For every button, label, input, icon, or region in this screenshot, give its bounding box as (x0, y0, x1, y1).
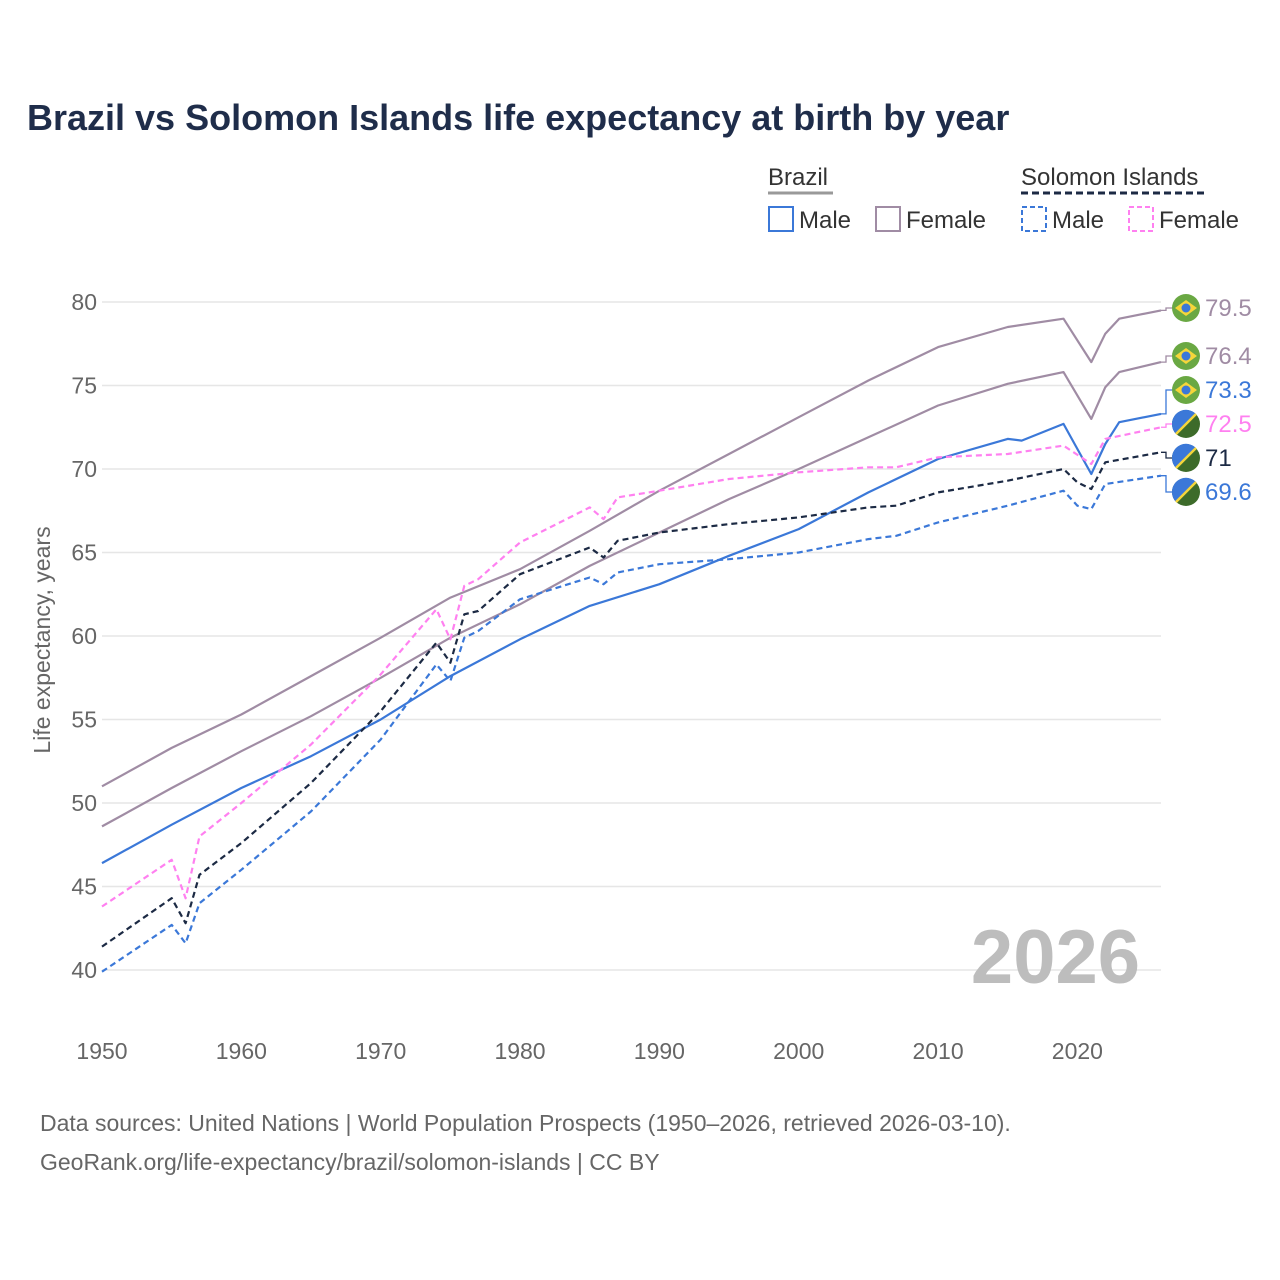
legend-swatch-solomon-female (1128, 206, 1154, 232)
y-axis-label: Life expectancy, years (29, 526, 55, 753)
legend-brazil-male[interactable]: Male (799, 207, 851, 234)
y-tick-label: 45 (71, 874, 97, 900)
end-value-label: 73.3 (1205, 377, 1252, 404)
x-tick-label: 2010 (912, 1038, 963, 1064)
x-tick-label: 1950 (76, 1038, 127, 1064)
solomon-flag-icon (1171, 477, 1200, 506)
brazil-flag-icon (1172, 294, 1200, 322)
end-value-label: 72.5 (1205, 411, 1252, 438)
footer-link[interactable]: GeoRank.org/life-expectancy/brazil/solom… (40, 1149, 660, 1175)
end-label-connector (1161, 423, 1172, 428)
series-line-solomon-islands (101, 451, 1162, 948)
y-tick-label: 65 (71, 540, 97, 566)
series-line-brazil-female (101, 309, 1162, 788)
footer-source: Data sources: United Nations | World Pop… (40, 1110, 1011, 1136)
y-tick-label: 60 (71, 623, 97, 649)
legend: Brazil Male Female Solomon Islands Male … (768, 164, 1239, 234)
end-label-connector (1161, 307, 1172, 311)
series-line-brazil-male (101, 412, 1162, 865)
y-tick-label: 80 (71, 289, 97, 315)
legend-solomon-male[interactable]: Male (1052, 207, 1104, 234)
series-line-solomon-islands-male (101, 474, 1162, 973)
y-tick-label: 75 (71, 373, 97, 399)
end-label-connector (1161, 389, 1172, 415)
end-label-connector (1161, 451, 1172, 459)
brazil-flag-icon (1172, 376, 1200, 404)
chart-title: Brazil vs Solomon Islands life expectanc… (27, 97, 1009, 138)
x-ticks: 1950 1960 1970 1980 1990 2000 2010 2020 (76, 1038, 1103, 1064)
legend-group-brazil: Brazil (768, 164, 828, 191)
x-tick-label: 2020 (1052, 1038, 1103, 1064)
series-line-brazil (101, 361, 1162, 828)
solomon-flag-icon (1171, 443, 1200, 472)
legend-group-solomon: Solomon Islands (1021, 164, 1198, 191)
grid (102, 301, 1161, 971)
y-tick-label: 70 (71, 456, 97, 482)
end-value-label: 71 (1205, 445, 1232, 472)
solomon-flag-icon (1171, 409, 1200, 438)
series-line-solomon-islands-female (101, 426, 1162, 908)
series-lines (101, 309, 1162, 973)
year-watermark: 2026 (971, 915, 1140, 1000)
end-value-label: 76.4 (1205, 343, 1252, 370)
y-tick-label: 50 (71, 790, 97, 816)
y-tick-label: 40 (71, 957, 97, 983)
legend-swatch-brazil-female (875, 206, 901, 232)
y-ticks: 40 45 50 55 60 65 70 75 80 (71, 289, 97, 983)
end-value-label: 69.6 (1205, 479, 1252, 506)
x-tick-label: 1970 (355, 1038, 406, 1064)
end-value-label: 79.5 (1205, 295, 1252, 322)
end-labels: 79.5 76.4 73.3 72.5 71 69.6 (1161, 294, 1252, 506)
y-tick-label: 55 (71, 707, 97, 733)
legend-brazil-female[interactable]: Female (906, 207, 986, 234)
brazil-flag-icon (1172, 342, 1200, 370)
x-tick-label: 2000 (773, 1038, 824, 1064)
end-label-connector (1161, 355, 1172, 363)
legend-swatch-solomon-male (1021, 206, 1047, 232)
x-tick-label: 1990 (634, 1038, 685, 1064)
end-label-connector (1161, 475, 1172, 493)
legend-swatch-brazil-male (768, 206, 794, 232)
x-tick-label: 1980 (494, 1038, 545, 1064)
legend-solomon-female[interactable]: Female (1159, 207, 1239, 234)
x-tick-label: 1960 (216, 1038, 267, 1064)
